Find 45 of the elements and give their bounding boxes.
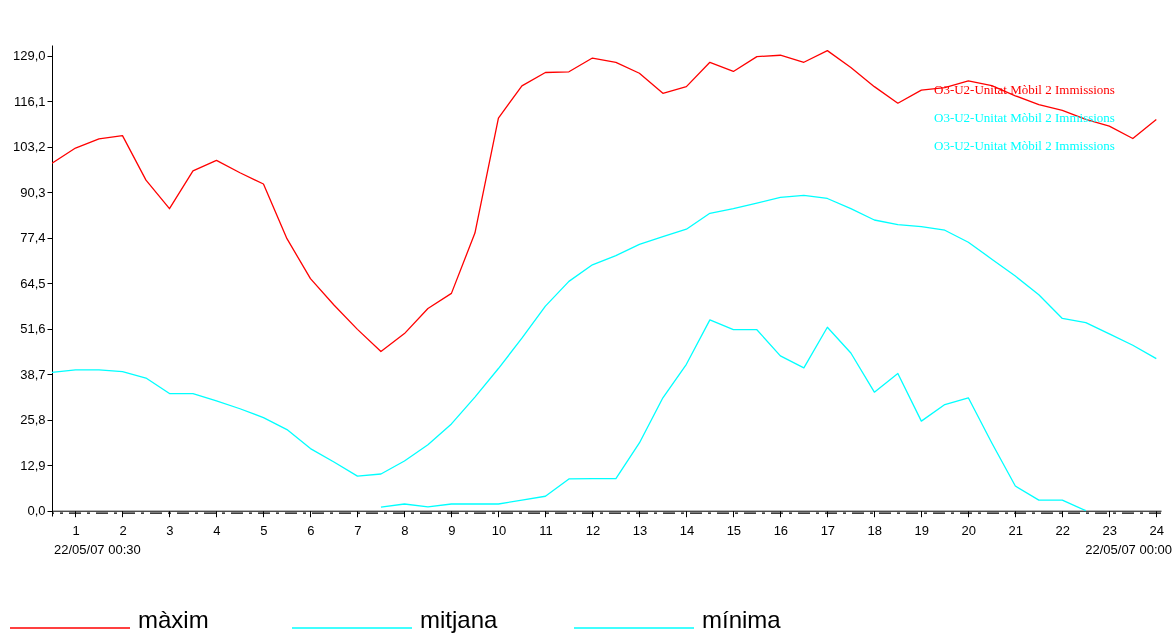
x-tick-label: 6 [307, 523, 315, 539]
y-tick-label: 77,4 [20, 230, 46, 246]
x-tick-label: 5 [260, 523, 268, 539]
x-tick-label: 9 [448, 523, 456, 539]
x-tick-label: 21 [1008, 523, 1024, 539]
line-series [380, 319, 1087, 512]
x-tick-label: 4 [213, 523, 221, 539]
x-tick-label: 22 [1055, 523, 1071, 539]
x-tick-label: 17 [820, 523, 836, 539]
line-series [52, 194, 1157, 477]
x-tick-label: 10 [491, 523, 507, 539]
x-tick-label: 2 [119, 523, 127, 539]
line-series [52, 50, 1157, 353]
x-tick-label: 18 [867, 523, 883, 539]
x-tick-label: 14 [679, 523, 695, 539]
x-tick-label: 13 [632, 523, 648, 539]
y-tick-label: 103,2 [12, 139, 46, 155]
legend-label: mínima [702, 606, 782, 633]
x-tick-label: 15 [726, 523, 742, 539]
text: 22/05/07 00:00 [1085, 542, 1172, 557]
x-tick-label: 24 [1149, 523, 1165, 539]
y-tick-label: 0,0 [27, 503, 46, 519]
x-tick-label: 19 [914, 523, 930, 539]
x-tick-label: 7 [354, 523, 362, 539]
y-tick-label: 38,7 [20, 366, 46, 382]
x-tick-label: 23 [1102, 523, 1118, 539]
x-tick-label: 8 [401, 523, 409, 539]
text: 22/05/07 00:30 [54, 542, 141, 557]
annotation: O3-U2-Unitat Mòbil 2 Immissions [934, 138, 1115, 153]
x-tick-label: 11 [539, 523, 553, 539]
y-tick-label: 64,5 [20, 275, 46, 291]
y-tick-label: 12,9 [20, 457, 46, 473]
x-tick-label: 16 [773, 523, 789, 539]
x-tick-label: 3 [166, 523, 174, 539]
y-tick-label: 116,1 [13, 93, 46, 109]
legend-label: màxim [138, 606, 209, 633]
x-tick-label: 20 [961, 523, 977, 539]
legend-label: mitjana [420, 606, 499, 633]
annotation: O3-U2-Unitat Mòbil 2 Immissions [934, 82, 1115, 97]
y-tick-label: 129,0 [12, 48, 46, 64]
y-tick-label: 90,3 [20, 184, 46, 200]
y-tick-label: 25,8 [20, 412, 46, 428]
y-tick-label: 51,6 [20, 321, 46, 337]
x-tick-label: 12 [585, 523, 601, 539]
x-tick-label: 1 [72, 523, 80, 539]
